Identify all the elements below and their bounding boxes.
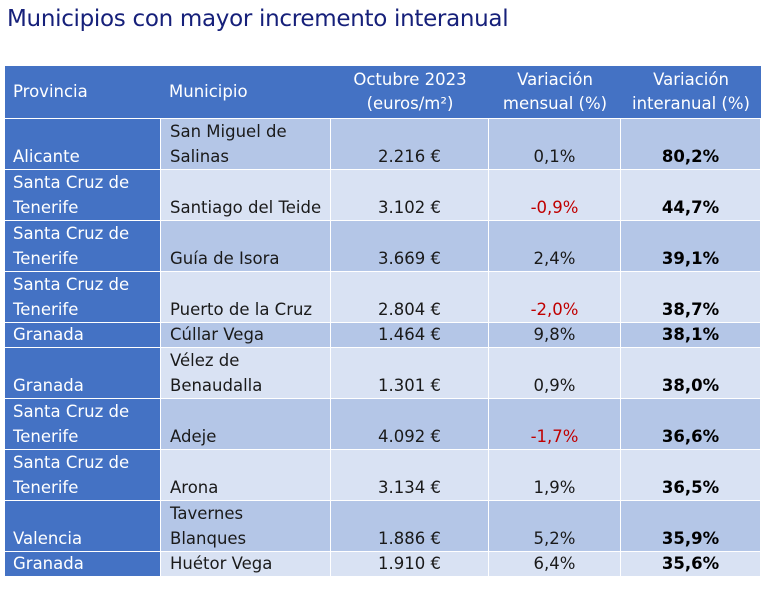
table-row: Santa Cruz de Tenerife Puerto de la Cruz 2… [5,272,761,323]
cell-variacion-mensual: 6,4% [489,552,621,577]
cell-provincia: Santa Cruz de Tenerife [5,399,161,450]
cell-precio: 1.886 € [331,501,489,552]
table-row: Granada Cúllar Vega 1.464 €9,8% 38,1% [5,323,761,348]
cell-variacion-mensual: 1,9% [489,450,621,501]
cell-variacion-interanual: 38,7% [621,272,761,323]
cell-variacion-mensual: -2,0% [489,272,621,323]
cell-municipio: Santiago del Teide [161,170,331,221]
cell-provincia: Alicante [5,119,161,170]
cell-municipio: San Miguel de Salinas [161,119,331,170]
cell-precio: 1.464 € [331,323,489,348]
cell-provincia: Valencia [5,501,161,552]
cell-variacion-interanual: 36,5% [621,450,761,501]
cell-municipio: Arona [161,450,331,501]
column-header-precio-line1: Octubre 2023 [353,70,467,89]
column-header-variacion-mensual: Variación mensual (%) [489,66,621,119]
column-header-precio: Octubre 2023 (euros/m²) [331,66,489,119]
column-header-variacion-interanual: Variación interanual (%) [621,66,761,119]
column-header-precio-line2: (euros/m²) [366,94,454,113]
cell-municipio: Guía de Isora [161,221,331,272]
cell-variacion-mensual: 2,4% [489,221,621,272]
cell-precio: 4.092 € [331,399,489,450]
cell-provincia: Santa Cruz de Tenerife [5,272,161,323]
cell-variacion-interanual: 80,2% [621,119,761,170]
cell-precio: 2.804 € [331,272,489,323]
cell-municipio: Tavernes Blanques [161,501,331,552]
cell-municipio: Vélez de Benaudalla [161,348,331,399]
cell-variacion-interanual: 44,7% [621,170,761,221]
table-row: Granada Vélez de Benaudalla 1.301 €0,9% 38,… [5,348,761,399]
cell-municipio: Adeje [161,399,331,450]
cell-variacion-interanual: 38,0% [621,348,761,399]
cell-precio: 1.910 € [331,552,489,577]
table-header-row: Provincia Municipio Octubre 2023 (euros/… [5,66,761,119]
cell-variacion-interanual: 39,1% [621,221,761,272]
cell-variacion-mensual: -1,7% [489,399,621,450]
column-header-provincia: Provincia [5,66,161,119]
cell-variacion-interanual: 38,1% [621,323,761,348]
cell-variacion-mensual: -0,9% [489,170,621,221]
cell-provincia: Santa Cruz de Tenerife [5,170,161,221]
column-header-interanual-line2: interanual (%) [632,94,750,113]
column-header-mensual-line1: Variación [517,70,593,89]
table-row: Santa Cruz de Tenerife Arona 3.134 €1,9% 36… [5,450,761,501]
cell-precio: 3.102 € [331,170,489,221]
table-row: Santa Cruz de Tenerife Santiago del Teide… [5,170,761,221]
column-header-mensual-line2: mensual (%) [502,94,608,113]
cell-precio: 3.669 € [331,221,489,272]
cell-municipio: Puerto de la Cruz [161,272,331,323]
cell-variacion-interanual: 36,6% [621,399,761,450]
cell-precio: 3.134 € [331,450,489,501]
cell-variacion-mensual: 0,9% [489,348,621,399]
cell-provincia: Granada [5,552,161,577]
cell-variacion-mensual: 9,8% [489,323,621,348]
cell-provincia: Granada [5,323,161,348]
cell-variacion-mensual: 5,2% [489,501,621,552]
table-row: Granada Huétor Vega 1.910 €6,4% 35,6% [5,552,761,577]
cell-municipio: Cúllar Vega [161,323,331,348]
cell-municipio: Huétor Vega [161,552,331,577]
cell-provincia: Santa Cruz de Tenerife [5,450,161,501]
cell-variacion-mensual: 0,1% [489,119,621,170]
table-row: Valencia Tavernes Blanques 1.886 €5,2% 35,9… [5,501,761,552]
cell-variacion-interanual: 35,9% [621,501,761,552]
cell-provincia: Santa Cruz de Tenerife [5,221,161,272]
cell-variacion-interanual: 35,6% [621,552,761,577]
cell-precio: 1.301 € [331,348,489,399]
column-header-interanual-line1: Variación [653,70,729,89]
page-title: Municipios con mayor incremento interanu… [7,6,509,32]
table-row: Santa Cruz de Tenerife Adeje 4.092 € -1,7% 3… [5,399,761,450]
table-row: Alicante San Miguel de Salinas 2.216 €0,1%… [5,119,761,170]
table-row: Santa Cruz de Tenerife Guía de Isora 3.669… [5,221,761,272]
cell-provincia: Granada [5,348,161,399]
data-table: Provincia Municipio Octubre 2023 (euros/… [5,66,761,577]
column-header-municipio: Municipio [161,66,331,119]
table-body: Alicante San Miguel de Salinas 2.216 €0,1%… [5,119,761,577]
cell-precio: 2.216 € [331,119,489,170]
